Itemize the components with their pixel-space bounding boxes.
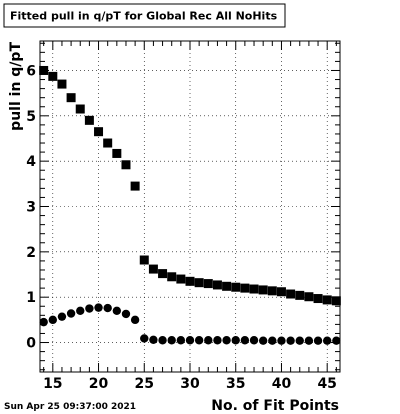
data-point-square	[57, 79, 67, 89]
data-point-square	[295, 290, 305, 300]
title-box	[3, 3, 286, 28]
chart-title: Fitted pull in q/pT for Global Rec All N…	[10, 10, 278, 23]
data-point-square	[148, 264, 158, 274]
data-point-square	[84, 115, 94, 125]
y-tick-label: 4	[26, 154, 36, 170]
timestamp: Sun Apr 25 09:37:00 2021	[4, 402, 136, 412]
x-tick-label: 25	[135, 376, 154, 392]
y-tick-label: 3	[26, 200, 36, 216]
data-point-circle	[258, 336, 268, 345]
y-tick-label: 6	[26, 63, 36, 79]
data-point-circle	[277, 336, 286, 345]
data-point-circle	[231, 336, 240, 345]
data-point-square	[276, 287, 286, 297]
data-point-square	[203, 279, 213, 289]
data-point-circle	[304, 336, 314, 345]
data-point-square	[231, 282, 241, 292]
data-point-square	[258, 285, 268, 295]
grid	[40, 41, 340, 372]
y-axis-title: pull in q/pT	[8, 42, 24, 131]
x-tick-label: 20	[89, 376, 109, 392]
data-point-square	[66, 93, 76, 103]
data-point-square	[212, 280, 222, 290]
data-point-circle	[158, 336, 167, 345]
data-point-circle	[313, 336, 323, 345]
data-point-circle	[249, 336, 259, 345]
x-axis-title: No. of Fit Points	[211, 398, 339, 414]
y-tick-label: 2	[26, 245, 36, 261]
data-point-square	[130, 181, 140, 191]
data-point-square	[322, 295, 332, 305]
y-tick-label: 0	[26, 336, 36, 352]
data-point-circle	[167, 336, 176, 345]
data-point-circle	[130, 315, 140, 325]
data-marks	[39, 65, 341, 345]
data-point-square	[75, 104, 85, 114]
data-point-circle	[185, 336, 195, 345]
data-point-circle	[332, 336, 341, 345]
data-point-circle	[213, 336, 222, 345]
data-point-square	[313, 294, 323, 304]
data-point-circle	[112, 306, 122, 315]
data-point-circle	[121, 309, 131, 319]
data-point-circle	[240, 336, 250, 345]
data-point-circle	[295, 336, 304, 345]
data-point-circle	[57, 312, 67, 321]
data-point-square	[94, 127, 104, 137]
data-point-circle	[222, 336, 231, 345]
data-point-square	[112, 148, 122, 158]
data-point-square	[194, 278, 204, 288]
data-point-circle	[76, 306, 85, 315]
data-point-circle	[322, 336, 332, 345]
axis-ticks	[40, 41, 340, 372]
data-point-circle	[149, 335, 158, 345]
data-point-circle	[39, 317, 48, 327]
data-point-square	[39, 65, 49, 75]
data-point-square	[103, 138, 113, 148]
x-tick-label: 30	[180, 376, 200, 392]
y-tick-label: 5	[26, 109, 36, 125]
data-point-circle	[286, 336, 295, 345]
data-point-square	[139, 255, 149, 265]
data-point-circle	[194, 336, 204, 345]
y-tick-label: 1	[26, 290, 36, 306]
data-point-square	[286, 289, 296, 299]
data-point-square	[48, 71, 58, 81]
data-point-square	[240, 283, 250, 293]
data-point-circle	[48, 315, 58, 325]
data-point-square	[222, 281, 232, 291]
data-point-square	[249, 284, 259, 294]
data-point-square	[121, 160, 131, 170]
data-point-circle	[140, 334, 149, 343]
data-point-square	[331, 296, 341, 306]
x-tick-label: 35	[226, 376, 245, 392]
x-tick-label: 45	[317, 376, 336, 392]
data-point-square	[167, 272, 177, 282]
data-point-circle	[268, 336, 277, 345]
x-tick-label: 15	[43, 376, 62, 392]
x-tick-label: 40	[272, 376, 292, 392]
data-point-circle	[176, 336, 186, 345]
data-point-circle	[94, 303, 103, 312]
data-point-square	[185, 276, 195, 286]
data-point-circle	[85, 304, 94, 313]
data-point-square	[267, 286, 277, 296]
data-point-circle	[204, 336, 213, 345]
data-point-circle	[103, 303, 112, 313]
data-point-circle	[66, 309, 76, 318]
data-point-square	[304, 292, 314, 302]
data-point-square	[158, 269, 168, 279]
data-point-square	[176, 274, 186, 284]
